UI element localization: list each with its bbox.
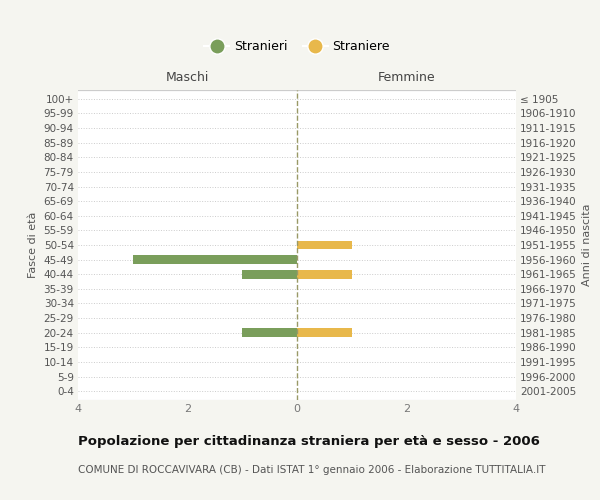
Text: Femmine: Femmine [377,71,436,84]
Bar [297,328,352,337]
Legend: Stranieri, Straniere: Stranieri, Straniere [204,40,390,54]
Bar [297,240,352,250]
Bar [297,270,352,278]
Text: COMUNE DI ROCCAVIVARA (CB) - Dati ISTAT 1° gennaio 2006 - Elaborazione TUTTITALI: COMUNE DI ROCCAVIVARA (CB) - Dati ISTAT … [78,465,545,475]
Bar [133,255,297,264]
Text: Popolazione per cittadinanza straniera per età e sesso - 2006: Popolazione per cittadinanza straniera p… [78,435,540,448]
Y-axis label: Anni di nascita: Anni di nascita [583,204,592,286]
Text: Maschi: Maschi [166,71,209,84]
Bar [242,270,297,278]
Bar [242,328,297,337]
Y-axis label: Fasce di età: Fasce di età [28,212,38,278]
